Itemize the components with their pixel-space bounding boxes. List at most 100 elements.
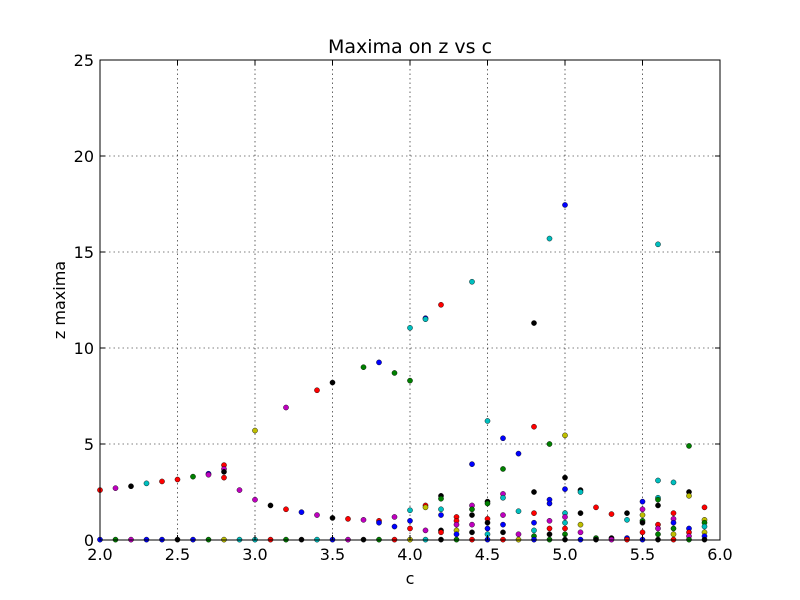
data-point: [562, 486, 568, 492]
data-point: [655, 477, 661, 484]
data-point: [562, 525, 568, 532]
data-point: [128, 483, 134, 490]
data-point: [438, 301, 444, 308]
data-point: [112, 485, 119, 491]
data-point: [391, 523, 398, 530]
data-point: [546, 525, 553, 532]
data-point: [391, 514, 398, 520]
data-point: [469, 278, 475, 285]
y-tick-label: 25: [74, 51, 94, 70]
data-point: [562, 474, 568, 481]
data-point: [376, 359, 382, 366]
data-point: [407, 525, 413, 532]
data-point: [283, 506, 289, 513]
data-point: [562, 514, 568, 520]
data-point: [407, 518, 413, 524]
data-point: [500, 494, 506, 501]
data-point: [407, 377, 413, 384]
data-point: [639, 529, 646, 536]
data-point: [593, 504, 599, 511]
data-point: [577, 510, 584, 516]
data-point: [686, 443, 692, 449]
data-point: [438, 506, 444, 513]
data-point: [701, 504, 708, 511]
data-point: [624, 517, 630, 523]
data-point: [484, 418, 491, 424]
data-point: [531, 423, 537, 430]
data-point: [577, 529, 584, 536]
data-point: [438, 529, 444, 536]
data-point: [639, 512, 646, 518]
data-point: [469, 506, 475, 513]
data-point: [236, 487, 243, 493]
data-point: [484, 500, 491, 507]
y-tick-label: 0: [84, 531, 94, 550]
data-point: [407, 325, 413, 331]
data-point: [469, 529, 475, 536]
x-tick-label: 5.0: [552, 545, 577, 564]
data-point: [670, 531, 677, 538]
data-point: [577, 521, 584, 528]
data-point: [562, 202, 568, 208]
data-point: [438, 495, 444, 502]
x-axis-label: c: [406, 569, 415, 588]
x-tick-label: 4.5: [475, 545, 500, 564]
data-point: [143, 480, 150, 487]
data-point: [329, 515, 336, 521]
data-point: [267, 502, 274, 509]
data-point: [701, 523, 708, 530]
data-point: [655, 525, 661, 532]
data-point: [686, 493, 692, 499]
data-point: [469, 512, 475, 518]
data-point: [453, 521, 460, 528]
data-point: [562, 432, 568, 439]
data-point: [562, 519, 568, 526]
data-point: [670, 479, 677, 486]
data-point: [407, 507, 413, 514]
data-point: [546, 531, 553, 538]
data-point: [360, 517, 367, 523]
data-point: [469, 521, 475, 528]
chart-title: Maxima on z vs c: [328, 36, 492, 58]
data-point: [655, 241, 661, 248]
x-tick-label: 4.0: [397, 545, 422, 564]
data-point: [252, 427, 258, 434]
data-point: [546, 500, 553, 507]
x-tick-label: 5.5: [630, 545, 655, 564]
data-point: [639, 519, 646, 526]
data-point: [546, 235, 553, 242]
data-point: [531, 519, 537, 526]
data-point: [422, 504, 429, 511]
data-point: [500, 512, 506, 518]
data-point: [205, 471, 212, 478]
x-tick-label: 6.0: [707, 545, 732, 564]
data-point: [159, 478, 165, 485]
data-point: [624, 510, 630, 516]
data-point: [500, 521, 506, 528]
data-point: [546, 518, 553, 524]
data-point: [221, 474, 227, 481]
data-point: [422, 527, 429, 534]
data-point: [422, 316, 429, 323]
data-point: [438, 512, 444, 518]
y-tick-label: 20: [74, 147, 94, 166]
data-point: [298, 509, 305, 515]
data-point: [670, 519, 677, 526]
data-point: [453, 531, 460, 538]
data-point: [655, 496, 661, 503]
x-tick-label: 3.5: [320, 545, 345, 564]
data-point: [329, 379, 336, 386]
data-point: [670, 510, 677, 516]
data-point: [515, 531, 522, 538]
data-point: [531, 489, 537, 495]
y-tick-label: 5: [84, 435, 94, 454]
data-point: [391, 370, 398, 376]
data-point: [531, 527, 537, 534]
data-point: [360, 364, 367, 371]
data-point: [515, 450, 522, 457]
axis-ticks: 2.0 2.5 3.0 3.5 4.0 4.5 5.0 5.5 6.0 0 5 10 15 20 25: [74, 51, 733, 564]
data-point: [500, 435, 506, 442]
data-point: [190, 473, 196, 480]
